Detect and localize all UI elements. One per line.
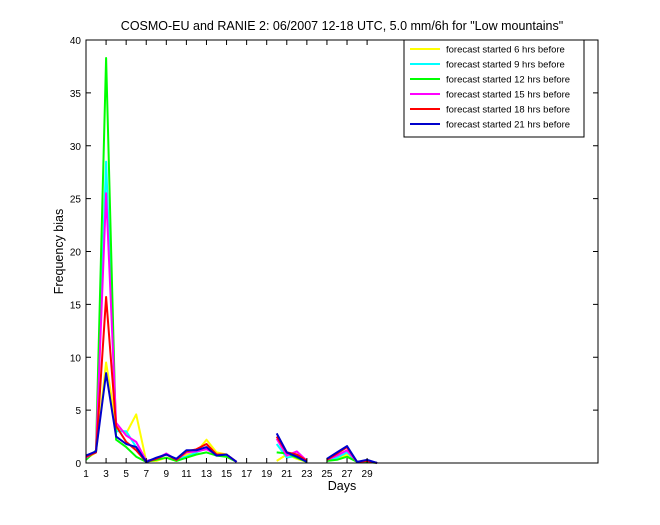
y-tick-label: 25	[70, 195, 82, 206]
series-line	[85, 372, 378, 464]
x-tick-label: 9	[164, 469, 170, 480]
x-tick-label: 21	[281, 469, 293, 480]
series-lines	[85, 57, 378, 464]
chart-title: COSMO-EU and RANIE 2: 06/2007 12-18 UTC,…	[121, 19, 563, 33]
y-axis-label: Frequency bias	[52, 209, 66, 294]
series-line	[85, 361, 378, 464]
y-tick-label: 30	[70, 142, 82, 153]
legend-label: forecast started 9 hrs before	[446, 60, 565, 71]
y-tick-label: 10	[70, 353, 82, 364]
legend-box	[403, 39, 585, 138]
series-line	[85, 160, 378, 464]
y-tick-label: 5	[75, 406, 81, 417]
x-tick-label: 29	[362, 469, 374, 480]
x-tick-label: 19	[261, 469, 273, 480]
legend-label: forecast started 12 hrs before	[446, 75, 570, 86]
y-tick-label: 35	[70, 89, 82, 100]
series-line	[85, 57, 378, 464]
y-tick-label: 15	[70, 300, 82, 311]
x-tick-label: 5	[123, 469, 129, 480]
x-tick-label: 15	[221, 469, 233, 480]
y-tick-label: 20	[70, 248, 82, 259]
legend-label: forecast started 18 hrs before	[446, 105, 570, 116]
legend-label: forecast started 15 hrs before	[446, 90, 570, 101]
legend-label: forecast started 21 hrs before	[446, 120, 570, 131]
x-tick-label: 11	[181, 469, 192, 480]
x-tick-label: 25	[321, 469, 333, 480]
y-tick-label: 40	[70, 36, 82, 47]
x-tick-label: 27	[341, 469, 353, 480]
series-line	[85, 192, 378, 464]
x-tick-label: 7	[143, 469, 149, 480]
x-axis-label: Days	[328, 479, 356, 493]
legend-label: forecast started 6 hrs before	[446, 45, 565, 56]
y-tick-label: 0	[75, 459, 81, 470]
legend: forecast started 6 hrs before forecast st…	[403, 39, 585, 138]
x-tick-label: 23	[301, 469, 313, 480]
x-tick-label: 1	[83, 469, 89, 480]
x-tick-label: 13	[201, 469, 213, 480]
x-tick-label: 3	[103, 469, 109, 480]
x-tick-label: 17	[241, 469, 253, 480]
